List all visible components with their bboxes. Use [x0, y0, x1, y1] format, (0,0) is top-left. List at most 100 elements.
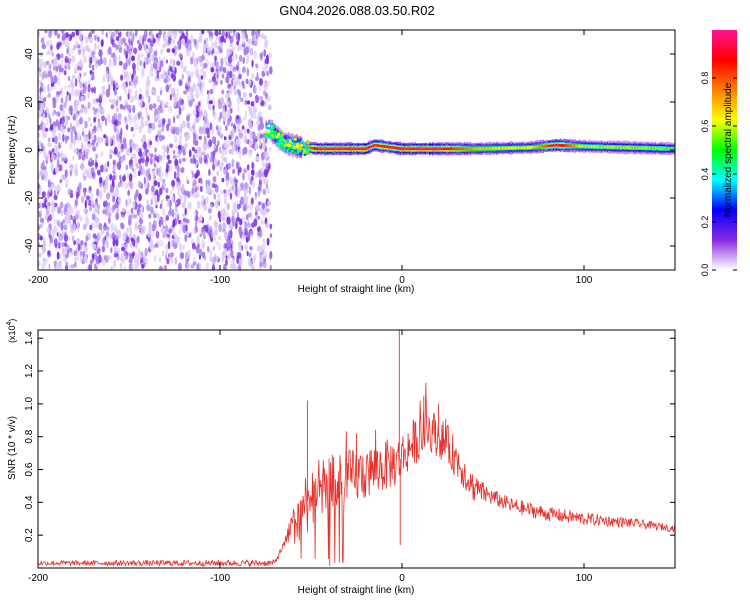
spectrogram-noise-cell	[140, 116, 145, 121]
spectrogram-signal-cell	[360, 147, 362, 151]
spectrogram-noise-cell	[105, 70, 109, 79]
spectrogram-noise-cell	[254, 86, 257, 94]
spectrogram-noise-cell	[224, 104, 227, 113]
spectrogram-noise-cell	[204, 225, 209, 233]
spectrogram-noise-cell	[231, 144, 236, 153]
spectrogram-noise-cell	[38, 113, 42, 118]
spectrogram-noise-cell	[43, 85, 46, 94]
spectrogram-noise-cell	[55, 111, 61, 117]
spectrogram-noise-cell	[205, 187, 210, 195]
colorbar-tick-label: 0.2	[700, 216, 710, 229]
spectrogram-noise-cell	[152, 157, 155, 165]
spectrogram-noise-cell	[232, 46, 236, 51]
spectrogram-noise-cell	[269, 251, 273, 260]
spectrogram-noise-cell	[259, 78, 263, 86]
spectrogram-noise-cell	[152, 219, 157, 229]
spectrogram-noise-cell	[101, 228, 105, 235]
spectrogram-noise-cell	[179, 252, 185, 260]
colorbar-label: Normalized spectral amplitude	[723, 82, 734, 217]
spectrogram-signal-cell	[659, 147, 661, 150]
spectrogram-noise-cell	[156, 137, 159, 144]
spectrogram-noise-cell	[106, 113, 111, 122]
spectrogram-signal-cell	[266, 126, 270, 130]
spectrogram-noise-cell	[120, 74, 124, 81]
spectrogram-noise-cell	[171, 196, 175, 201]
spectrogram-noise-cell	[80, 195, 84, 204]
spectrogram-signal-cell	[493, 147, 495, 150]
spectrogram-noise-cell	[242, 172, 245, 181]
spectrogram-noise-cell	[73, 240, 76, 246]
spectrogram-noise-cell	[154, 59, 157, 65]
spectrogram-noise-cell	[266, 238, 270, 244]
spectrogram-noise-cell	[104, 255, 109, 263]
spectrogram-noise-cell	[157, 181, 160, 188]
spectrogram-noise-cell	[86, 148, 91, 153]
spectrogram-noise-cell	[141, 66, 145, 75]
spectrogram-noise-cell	[192, 122, 196, 127]
spectrogram-noise-cell	[153, 153, 157, 162]
spectrogram-signal-cell	[497, 146, 499, 150]
spectrogram-noise-cell	[260, 99, 265, 106]
spectrogram-signal-cell	[270, 131, 273, 135]
spectrogram-signal-cell	[555, 143, 558, 147]
spectrogram-signal-cell	[416, 147, 418, 151]
spectrogram-noise-cell	[173, 59, 176, 66]
spectrogram-noise-cell	[168, 228, 172, 234]
spectrogram-noise-cell	[254, 38, 259, 46]
spectrogram-noise-cell	[128, 88, 133, 95]
spectrogram-signal-cell	[270, 124, 273, 128]
spectrogram-noise-cell	[129, 255, 134, 262]
spectrogram-noise-cell	[64, 40, 69, 48]
spectrogram-noise-cell	[230, 260, 235, 265]
spectrogram-noise-cell	[110, 265, 113, 270]
spectrogram-noise-cell	[184, 65, 187, 74]
spectrogram-noise-cell	[258, 139, 262, 147]
spectrogram-signal-cell	[292, 145, 296, 149]
spectrogram-noise-cell	[43, 145, 46, 155]
spectrogram-signal-cell	[539, 145, 542, 148]
spectrogram-noise-cell	[57, 77, 61, 86]
spectrogram-signal-cell	[571, 144, 574, 148]
spectrogram-noise-cell	[115, 100, 119, 107]
spectrogram-noise-cell	[129, 95, 134, 104]
spectrogram-noise-cell	[248, 92, 253, 98]
spectrogram-noise-cell	[97, 44, 100, 50]
spectrogram-noise-cell	[51, 200, 55, 209]
spectrogram-noise-cell	[169, 189, 172, 198]
spectrogram-noise-cell	[50, 86, 53, 91]
spectrogram-noise-cell	[65, 95, 68, 104]
spectrogram-signal-cell	[347, 147, 349, 151]
spectrogram-noise-cell	[69, 206, 74, 215]
spectrogram-noise-cell	[83, 108, 88, 115]
spectrogram-noise-cell	[255, 171, 258, 179]
spectrogram-noise-cell	[195, 220, 198, 229]
spectrogram-noise-cell	[76, 147, 79, 156]
spectrogram-signal-cell	[303, 153, 307, 157]
spectrogram-noise-cell	[58, 262, 63, 270]
spectrogram-noise-cell	[185, 252, 190, 260]
spectrogram-noise-cell	[57, 206, 62, 214]
spectrogram-noise-cell	[98, 104, 103, 114]
spectrogram-signal-cell	[485, 147, 488, 150]
spectrogram-noise-cell	[142, 151, 145, 159]
spectrogram-noise-cell	[241, 125, 245, 130]
spectrogram-noise-cell	[183, 90, 187, 95]
spectrogram-noise-cell	[176, 114, 180, 120]
spectrogram-noise-cell	[250, 101, 255, 107]
spectrogram-noise-cell	[174, 66, 177, 75]
spectrogram-noise-cell	[184, 207, 187, 216]
spectrogram-noise-cell	[138, 35, 142, 44]
spectrogram-noise-cell	[169, 34, 173, 39]
spectrogram-noise-cell	[202, 70, 206, 79]
spectrogram-noise-cell	[178, 107, 182, 116]
spectrogram-signal-cell	[407, 147, 409, 151]
spectrogram-signal-cell	[303, 143, 307, 147]
spectrogram-noise-cell	[96, 109, 100, 118]
spectrogram-signal-cell	[654, 147, 657, 150]
spectrogram-signal-cell	[475, 147, 478, 151]
spectrogram-noise-cell	[47, 202, 51, 207]
spectrogram-noise-cell	[60, 97, 64, 104]
spectrogram-noise-cell	[88, 167, 92, 176]
spectrogram-signal-cell	[443, 147, 445, 151]
